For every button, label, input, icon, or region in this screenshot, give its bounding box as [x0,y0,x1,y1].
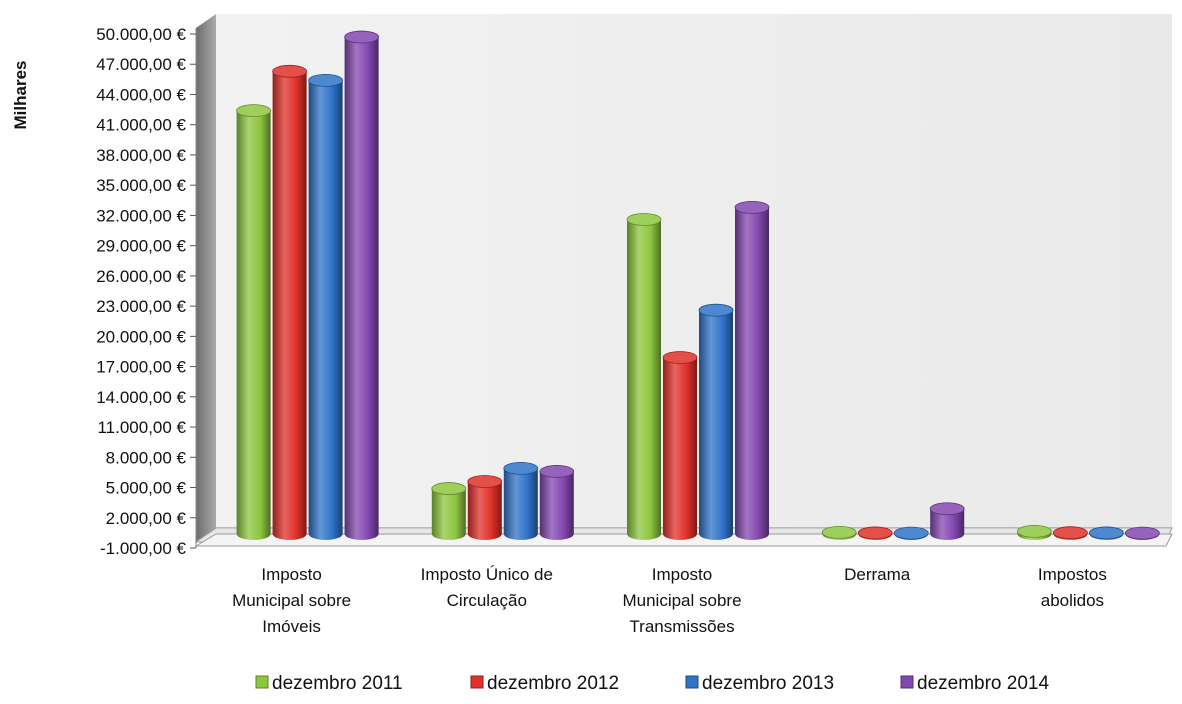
bar-body [272,71,307,540]
y-tick-label: 29.000,00 € [96,237,186,256]
bar-body [930,508,965,540]
bar-dezembro-2012-cat-4 [857,526,893,540]
bar-body [236,110,271,540]
bar-dezembro-2012-cat-3 [662,351,698,540]
bar-dezembro-2013-cat-1 [308,73,344,540]
bar-cap [1053,526,1088,540]
bar-dezembro-2012-cat-2 [467,475,503,540]
bar-dezembro-2013-cat-4 [893,526,929,540]
bar-cap [857,526,893,540]
y-tick-label: 35.000,00 € [96,176,186,195]
bar-dezembro-2013-cat-2 [503,462,539,540]
bar-body [663,357,697,540]
bar-dezembro-2012-cat-1 [272,64,308,540]
y-tick-label: 8.000,00 € [106,448,187,467]
bar-cap [893,526,929,540]
bar-dezembro-2013-cat-3 [698,303,734,540]
bar-cap [236,104,272,118]
y-tick-label: 32.000,00 € [96,206,186,225]
legend-label: dezembro 2012 [487,673,619,694]
y-axis-title: Milhares [11,61,30,130]
y-tick-label: 2.000,00 € [106,509,187,528]
legend-swatch [900,675,914,689]
bar-cap [734,200,770,214]
bar-cap [467,475,503,488]
bar-dezembro-2011-cat-5 [1017,525,1052,540]
bar-dezembro-2014-cat-2 [539,465,575,540]
x-tick-label: Impostos abolidos [1038,565,1107,610]
bar-cap [1125,526,1160,540]
y-tick-label: 47.000,00 € [96,55,186,74]
bar-dezembro-2011-cat-2 [431,482,467,540]
bar-cap [626,213,662,226]
y-tick-label: -1.000,00 € [100,539,187,558]
back-wall [216,14,1172,528]
bar-cap [1017,525,1052,538]
bar-cap [272,64,308,78]
y-axis-ticks: -1.000,00 € 2.000,00 € 5.000,00 € 8.000,00 … [96,25,196,558]
bar-cap [1089,526,1124,540]
y-tick-label: 50.000,00 € [96,25,186,44]
legend: dezembro 2011 dezembro 2012 dezembro 2013 d… [255,673,1049,694]
bar-cap [698,303,734,317]
legend-swatch [470,675,484,689]
bar-dezembro-2011-cat-4 [821,526,857,540]
x-tick-label: Imposto Municipal sobre Transmissões [622,565,741,636]
bar-cap [929,502,965,516]
legend-label: dezembro 2011 [272,673,403,694]
bar-cap [539,465,575,478]
bar-dezembro-2014-cat-1 [344,30,380,540]
legend-swatch [255,675,269,689]
bar-body [344,37,379,540]
bar-cap [308,73,344,87]
bar-cap [662,351,698,364]
y-tick-label: 44.000,00 € [96,85,186,104]
y-tick-label: 26.000,00 € [96,267,186,286]
bar-dezembro-2013-cat-5 [1089,526,1124,540]
legend-label: dezembro 2014 [917,673,1049,694]
bar-body [699,310,733,540]
bar-body [539,471,574,540]
bar-dezembro-2012-cat-5 [1053,526,1088,540]
side-wall [196,14,216,542]
y-tick-label: 41.000,00 € [96,116,186,135]
bar-dezembro-2011-cat-1 [236,104,272,540]
legend-item-dezembro-2014: dezembro 2014 [900,673,1049,694]
y-tick-label: 20.000,00 € [96,327,186,346]
y-tick-label: 11.000,00 € [97,418,186,437]
bar-cap [503,462,539,475]
x-tick-label: Imposto Único de Circulação [421,565,553,610]
x-tick-label: Imposto Municipal sobre Imóveis [232,565,351,636]
bar-dezembro-2011-cat-3 [626,213,662,540]
y-tick-label: 5.000,00 € [106,479,187,498]
bar-cap [821,526,857,539]
bar-body [735,207,769,540]
legend-item-dezembro-2011: dezembro 2011 [255,673,403,694]
y-tick-label: 23.000,00 € [96,297,186,316]
bar-dezembro-2014-cat-4 [929,502,965,540]
legend-label: dezembro 2013 [702,673,834,694]
y-tick-label: 38.000,00 € [96,146,186,165]
y-tick-label: 14.000,00 € [96,388,186,407]
x-axis-labels: Imposto Municipal sobre Imóveis Imposto Úni… [232,565,1107,636]
bar-body [431,488,466,540]
bar-body [308,80,343,540]
bar-dezembro-2014-cat-3 [734,200,770,540]
legend-item-dezembro-2013: dezembro 2013 [685,673,834,694]
bar-dezembro-2014-cat-5 [1125,526,1160,540]
bar-cap [344,30,380,44]
bar-body [627,219,661,540]
legend-swatch [685,675,699,689]
legend-item-dezembro-2012: dezembro 2012 [470,673,619,694]
y-tick-label: 17.000,00 € [96,358,186,377]
bars [236,30,1160,540]
bar-body [467,481,502,540]
x-tick-label: Derrama [844,565,911,584]
bar-cap [431,482,467,495]
bar-body [503,468,538,540]
